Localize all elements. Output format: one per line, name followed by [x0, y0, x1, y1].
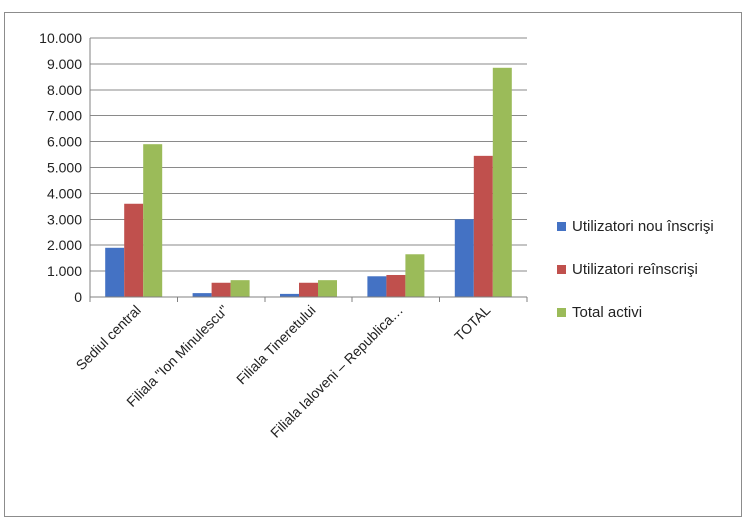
- bar: [386, 274, 406, 297]
- y-axis-ticks: 0 1.000 2.000 3.000 4.000 5.000 6.000 7.000 8.00…: [39, 30, 82, 305]
- y-tick-label: 4.000: [47, 185, 82, 201]
- bar: [124, 203, 144, 297]
- bar: [230, 280, 250, 297]
- y-tick-label: 5.000: [47, 160, 82, 176]
- x-axis: [89, 296, 528, 302]
- bar: [280, 293, 299, 297]
- y-tick-label: 10.000: [39, 30, 82, 46]
- legend-label: Utilizatori reînscrişi: [572, 261, 698, 278]
- bar: [405, 254, 425, 297]
- y-tick-label: 8.000: [47, 82, 82, 98]
- bar: [473, 155, 493, 297]
- y-tick-label: 0: [74, 289, 82, 305]
- x-category-label: Filiala "Ion Minulescu": [123, 302, 231, 410]
- bar: [211, 282, 231, 297]
- bar: [367, 276, 387, 297]
- x-category-label: TOTAL: [451, 302, 493, 344]
- y-tick-label: 6.000: [47, 134, 82, 150]
- legend-swatch: [557, 222, 566, 231]
- y-tick-label: 7.000: [47, 108, 82, 124]
- legend-label: Total activi: [572, 304, 642, 321]
- bar: [143, 144, 163, 297]
- y-tick-label: 1.000: [47, 263, 82, 279]
- legend-label: Utilizatori nou înscrişi: [572, 218, 714, 235]
- y-tick-label: 3.000: [47, 211, 82, 227]
- legend-swatch: [557, 265, 566, 274]
- bar: [454, 219, 474, 297]
- x-category-label: Sediul central: [73, 302, 144, 373]
- legend: Utilizatori nou înscrişi Utilizatori reîn…: [557, 218, 714, 321]
- bar: [192, 293, 212, 297]
- bar: [299, 282, 318, 297]
- bars: [105, 67, 512, 297]
- x-category-label: Filiala Tineretului: [233, 302, 319, 388]
- y-tick-label: 2.000: [47, 237, 82, 253]
- bar: [318, 280, 337, 297]
- bar: [492, 67, 512, 297]
- bar: [105, 247, 125, 297]
- legend-swatch: [557, 308, 566, 317]
- y-tick-label: 9.000: [47, 56, 82, 72]
